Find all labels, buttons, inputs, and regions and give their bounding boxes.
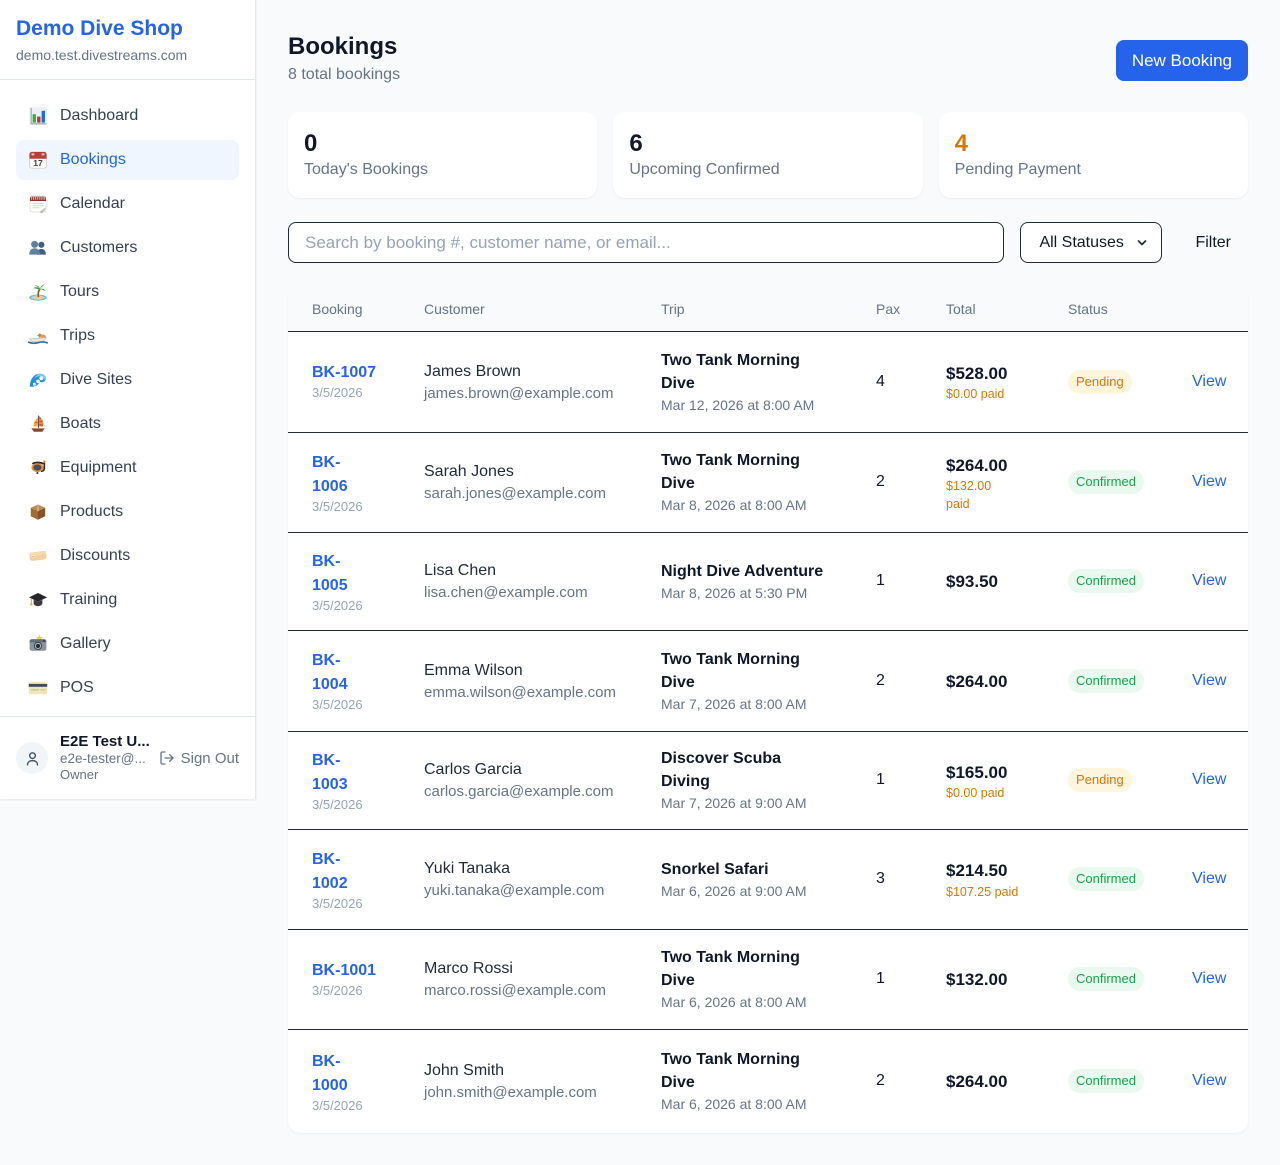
svg-text:17: 17	[33, 158, 43, 168]
